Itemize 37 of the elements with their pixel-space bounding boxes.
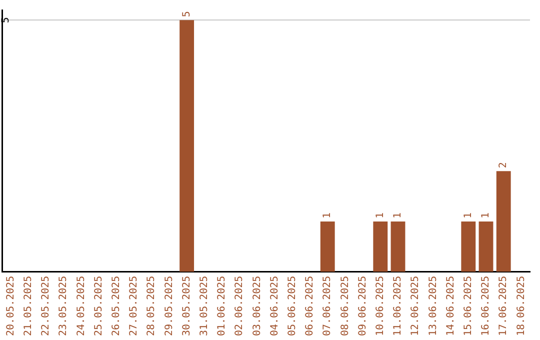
x-tick-label: 04.06.2025 — [269, 276, 280, 336]
x-tick-label: 02.06.2025 — [234, 276, 246, 336]
x-tick-label: 24.05.2025 — [76, 276, 87, 336]
x-tick-label: 14.06.2025 — [445, 276, 456, 336]
x-tick-label: 27.05.2025 — [128, 276, 140, 336]
x-tick-label: 15.06.2025 — [462, 276, 474, 336]
x-tick-label: 17.06.2025 — [498, 276, 510, 336]
x-tick-label: 30.05.2025 — [181, 276, 192, 336]
x-tick-label: 25.05.2025 — [93, 276, 104, 336]
x-tick-label: 28.05.2025 — [146, 276, 158, 336]
data-label: 1 — [392, 212, 404, 218]
data-label: 1 — [322, 212, 334, 218]
data-label: 5 — [181, 11, 192, 18]
x-tick-label: 11.06.2025 — [392, 276, 404, 336]
x-tick-label: 23.05.2025 — [58, 276, 70, 336]
x-tick-label: 01.06.2025 — [216, 276, 228, 336]
data-label: 1 — [374, 212, 386, 218]
x-tick-label: 13.06.2025 — [428, 276, 439, 336]
x-tick-label: 03.06.2025 — [252, 276, 263, 336]
x-tick-label: 07.06.2025 — [322, 276, 334, 336]
x-tick-label: 29.05.2025 — [164, 276, 175, 336]
x-tick-label: 10.06.2025 — [374, 276, 386, 336]
x-tick-label: 18.06.2025 — [516, 276, 527, 336]
data-label: 2 — [498, 162, 510, 168]
x-tick-label: 09.06.2025 — [357, 276, 368, 336]
x-tick-label: 08.06.2025 — [340, 276, 351, 336]
data-label: 1 — [480, 212, 492, 218]
x-tick-label: 05.06.2025 — [286, 276, 298, 336]
x-tick-label: 26.05.2025 — [110, 276, 122, 336]
x-tick-label: 20.05.2025 — [5, 276, 16, 336]
x-tick-label: 22.05.2025 — [40, 276, 52, 336]
x-tick-label: 21.05.2025 — [22, 276, 34, 336]
x-tick-label: 31.05.2025 — [198, 276, 210, 336]
data-label: 1 — [462, 212, 474, 218]
x-tick-label: 06.06.2025 — [304, 276, 316, 336]
x-tick-label: 12.06.2025 — [410, 276, 422, 336]
x-tick-label: 16.06.2025 — [480, 276, 492, 336]
